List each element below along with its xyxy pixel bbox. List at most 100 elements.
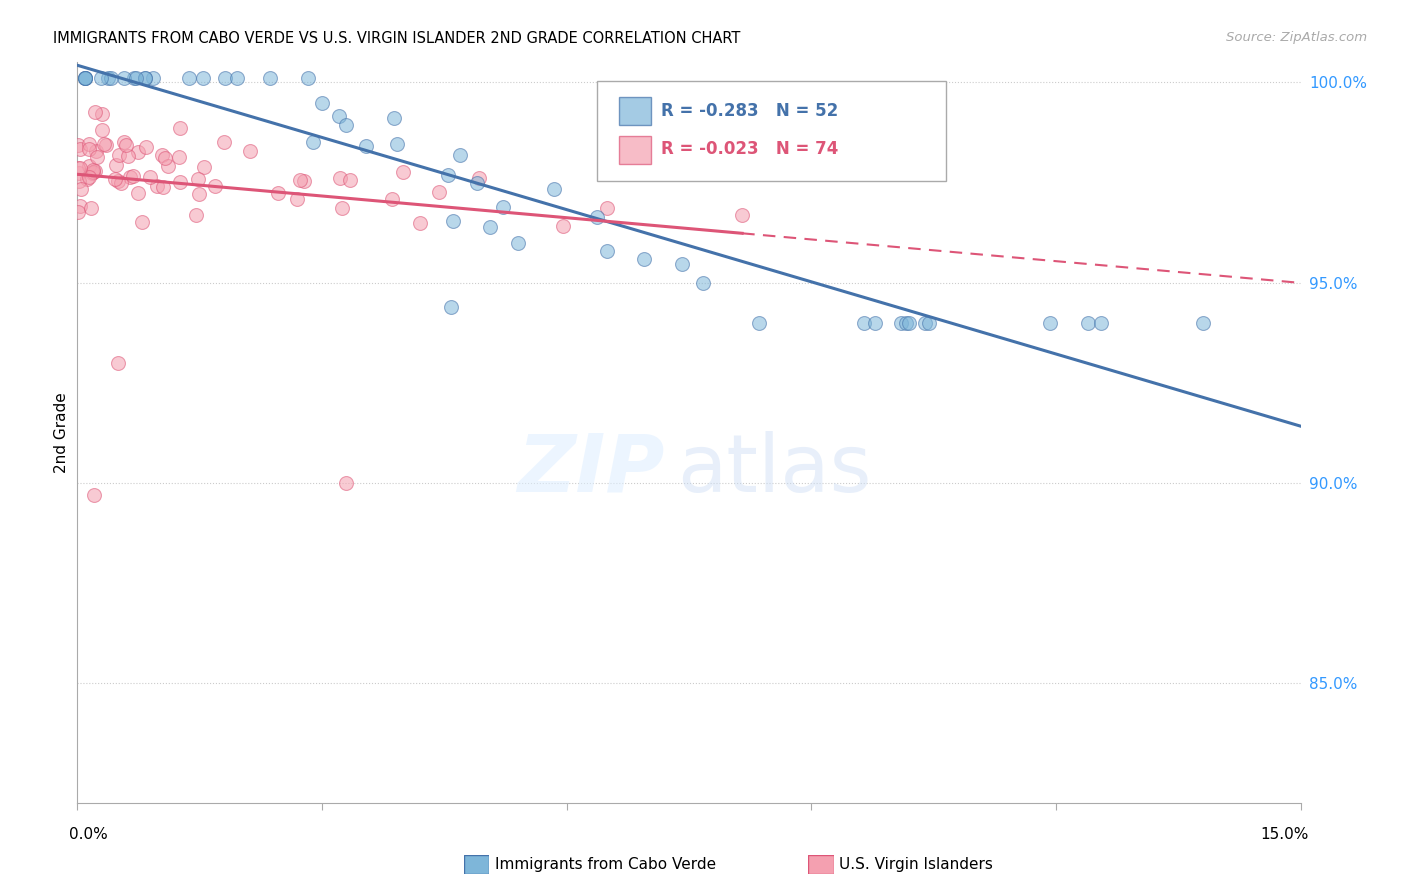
Point xyxy=(193,161,215,175)
Point xyxy=(118,170,141,185)
Point xyxy=(468,170,491,185)
Point xyxy=(225,71,247,86)
Point xyxy=(292,174,315,188)
Point xyxy=(586,210,609,224)
Text: ZIP: ZIP xyxy=(517,431,665,508)
Point xyxy=(86,144,108,158)
Point xyxy=(853,316,876,330)
Text: 0.0%: 0.0% xyxy=(69,827,108,842)
Point xyxy=(77,136,100,151)
Point xyxy=(67,205,90,219)
Point xyxy=(214,71,236,86)
Point xyxy=(1191,316,1213,330)
Point xyxy=(75,71,97,86)
Point xyxy=(898,316,921,330)
Point xyxy=(127,186,149,200)
Point xyxy=(167,150,190,164)
Text: IMMIGRANTS FROM CABO VERDE VS U.S. VIRGIN ISLANDER 2ND GRADE CORRELATION CHART: IMMIGRANTS FROM CABO VERDE VS U.S. VIRGI… xyxy=(53,31,741,46)
Point xyxy=(896,316,918,330)
Point xyxy=(142,71,165,86)
Point xyxy=(204,179,226,194)
Point xyxy=(330,201,353,215)
Point xyxy=(127,145,149,160)
Text: atlas: atlas xyxy=(676,431,872,508)
Point xyxy=(259,71,281,86)
Point xyxy=(187,187,209,202)
Point xyxy=(1077,316,1099,330)
Point xyxy=(382,112,405,126)
Point xyxy=(110,176,132,190)
Point xyxy=(492,200,515,214)
Point xyxy=(301,136,323,150)
Point xyxy=(69,161,91,176)
Point xyxy=(75,71,97,86)
Point xyxy=(134,71,156,86)
Point xyxy=(135,140,157,154)
Point xyxy=(747,316,769,330)
Point xyxy=(169,120,191,135)
Point xyxy=(114,137,136,152)
Point xyxy=(93,137,115,152)
Point xyxy=(914,316,936,330)
Point xyxy=(122,169,145,183)
Point xyxy=(335,475,357,490)
Point xyxy=(112,71,135,86)
Point xyxy=(596,202,619,216)
Point xyxy=(139,169,162,184)
Point xyxy=(77,142,100,156)
Point xyxy=(156,159,179,173)
Point xyxy=(112,135,135,149)
Point xyxy=(69,142,91,156)
Point xyxy=(187,171,209,186)
Text: R = -0.283   N = 52: R = -0.283 N = 52 xyxy=(661,102,838,120)
Point xyxy=(288,173,311,187)
Point xyxy=(328,109,350,123)
Point xyxy=(506,236,529,251)
Point xyxy=(184,208,207,222)
Point xyxy=(152,179,174,194)
Point xyxy=(329,171,352,186)
Point xyxy=(553,219,575,233)
Point xyxy=(86,150,108,164)
Point xyxy=(82,165,104,179)
Point xyxy=(134,71,156,86)
Point xyxy=(150,147,173,161)
Point xyxy=(100,71,122,86)
Point xyxy=(79,159,101,173)
Point xyxy=(169,175,191,189)
Point xyxy=(429,185,451,199)
Text: R = -0.023   N = 74: R = -0.023 N = 74 xyxy=(661,140,838,158)
Point xyxy=(82,162,104,177)
Point xyxy=(381,192,404,206)
Point xyxy=(335,118,357,132)
Point xyxy=(67,161,90,175)
Point xyxy=(145,178,167,193)
Point xyxy=(285,192,308,206)
Point xyxy=(76,172,98,186)
Point xyxy=(731,209,754,223)
Point xyxy=(83,488,105,502)
Point xyxy=(104,172,127,186)
Point xyxy=(409,217,432,231)
Point xyxy=(212,135,235,149)
Point xyxy=(441,214,464,228)
Point xyxy=(354,139,377,153)
Point xyxy=(131,215,153,229)
Point xyxy=(67,165,90,179)
Point xyxy=(1039,316,1062,330)
Point xyxy=(83,163,105,178)
Point xyxy=(267,186,290,200)
Point xyxy=(77,169,100,184)
Text: 15.0%: 15.0% xyxy=(1260,827,1309,842)
Point xyxy=(117,149,139,163)
Point xyxy=(69,181,91,195)
Text: Immigrants from Cabo Verde: Immigrants from Cabo Verde xyxy=(495,857,716,871)
FancyBboxPatch shape xyxy=(598,81,946,181)
Point xyxy=(385,137,408,152)
Point xyxy=(671,257,693,271)
FancyBboxPatch shape xyxy=(619,136,651,164)
Point xyxy=(80,166,103,180)
Point xyxy=(84,105,107,120)
Point xyxy=(107,174,129,188)
Point xyxy=(79,201,101,215)
